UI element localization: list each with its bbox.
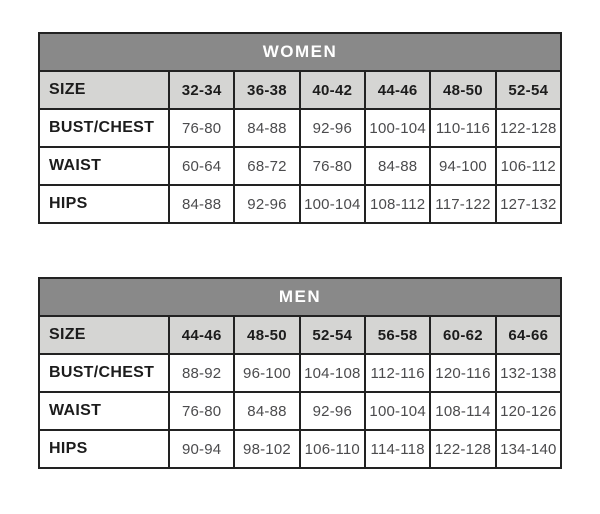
value-cell: 108-114 [429, 391, 497, 431]
women-table-header: WOMEN [38, 32, 562, 72]
value-cell: 104-108 [298, 353, 366, 393]
row-label: WAIST [38, 391, 170, 431]
row-label: SIZE [38, 315, 170, 355]
value-cell: 127-132 [494, 184, 563, 224]
value-cell: 84-88 [167, 184, 236, 224]
row-label: SIZE [38, 70, 170, 110]
value-cell: 76-80 [298, 146, 366, 186]
value-cell: 44-46 [167, 315, 236, 355]
row-label: HIPS [38, 184, 170, 224]
size-header-row: SIZE 32-34 36-38 40-42 44-46 48-50 52-54 [38, 70, 563, 110]
men-table-header: MEN [38, 277, 562, 317]
value-cell: 100-104 [363, 391, 432, 431]
value-cell: 84-88 [233, 108, 301, 148]
table-title-row: WOMEN [38, 32, 562, 72]
value-cell: 60-62 [429, 315, 497, 355]
men-table-body: SIZE 44-46 48-50 52-54 56-58 60-62 64-66 BUST/C… [38, 315, 563, 469]
value-cell: 48-50 [233, 315, 301, 355]
value-cell: 96-100 [233, 353, 301, 393]
value-cell: 94-100 [429, 146, 497, 186]
men-size-table: MEN SIZE 44-46 48-50 52-54 56-58 60-62 64-66 BU… [38, 277, 563, 469]
value-cell: 88-92 [167, 353, 236, 393]
value-cell: 100-104 [298, 184, 366, 224]
table-row: HIPS 90-94 98-102 106-110 114-118 122-128 134-… [38, 429, 563, 469]
value-cell: 120-126 [494, 391, 563, 431]
value-cell: 76-80 [167, 108, 236, 148]
value-cell: 134-140 [494, 429, 563, 469]
value-cell: 76-80 [167, 391, 236, 431]
value-cell: 92-96 [298, 391, 366, 431]
size-header-row: SIZE 44-46 48-50 52-54 56-58 60-62 64-66 [38, 315, 563, 355]
value-cell: 108-112 [363, 184, 432, 224]
table-row: BUST/CHEST 76-80 84-88 92-96 100-104 110-116 1… [38, 108, 563, 148]
value-cell: 122-128 [494, 108, 563, 148]
row-label: HIPS [38, 429, 170, 469]
value-cell: 114-118 [363, 429, 432, 469]
table-row: WAIST 60-64 68-72 76-80 84-88 94-100 106-112 [38, 146, 563, 186]
value-cell: 120-116 [429, 353, 497, 393]
value-cell: 92-96 [298, 108, 366, 148]
row-label: WAIST [38, 146, 170, 186]
value-cell: 68-72 [233, 146, 301, 186]
value-cell: 98-102 [233, 429, 301, 469]
value-cell: 122-128 [429, 429, 497, 469]
value-cell: 117-122 [429, 184, 497, 224]
value-cell: 90-94 [167, 429, 236, 469]
value-cell: 106-112 [494, 146, 563, 186]
value-cell: 92-96 [233, 184, 301, 224]
value-cell: 112-116 [363, 353, 432, 393]
row-label: BUST/CHEST [38, 353, 170, 393]
size-guide-page: WOMEN SIZE 32-34 36-38 40-42 44-46 48-50 52-54… [38, 32, 563, 469]
women-size-table: WOMEN SIZE 32-34 36-38 40-42 44-46 48-50 52-54… [38, 32, 563, 224]
value-cell: 36-38 [233, 70, 301, 110]
value-cell: 32-34 [167, 70, 236, 110]
value-cell: 84-88 [363, 146, 432, 186]
table-row: HIPS 84-88 92-96 100-104 108-112 117-122 127-1… [38, 184, 563, 224]
value-cell: 48-50 [429, 70, 497, 110]
value-cell: 100-104 [363, 108, 432, 148]
value-cell: 52-54 [494, 70, 563, 110]
row-label: BUST/CHEST [38, 108, 170, 148]
women-table-body: SIZE 32-34 36-38 40-42 44-46 48-50 52-54 BUST/C… [38, 70, 563, 224]
value-cell: 56-58 [363, 315, 432, 355]
table-title: WOMEN [38, 32, 562, 72]
value-cell: 60-64 [167, 146, 236, 186]
value-cell: 106-110 [298, 429, 366, 469]
value-cell: 64-66 [494, 315, 563, 355]
value-cell: 44-46 [363, 70, 432, 110]
table-row: WAIST 76-80 84-88 92-96 100-104 108-114 120-12… [38, 391, 563, 431]
value-cell: 40-42 [298, 70, 366, 110]
table-title: MEN [38, 277, 562, 317]
value-cell: 84-88 [233, 391, 301, 431]
value-cell: 110-116 [429, 108, 497, 148]
value-cell: 132-138 [494, 353, 563, 393]
value-cell: 52-54 [298, 315, 366, 355]
table-row: BUST/CHEST 88-92 96-100 104-108 112-116 120-1… [38, 353, 563, 393]
table-title-row: MEN [38, 277, 562, 317]
